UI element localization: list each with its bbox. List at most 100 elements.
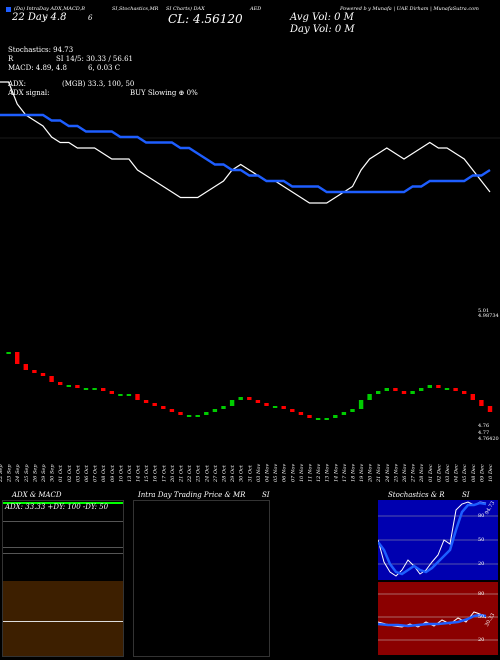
header-line-1a: (Da) IntraDay ADX,MACD,B	[14, 6, 85, 12]
candle	[49, 376, 54, 382]
candle	[75, 385, 80, 388]
date-tick-label: 24 Oct	[204, 464, 210, 483]
candle	[264, 403, 269, 406]
candle	[161, 406, 166, 409]
candle	[6, 352, 11, 354]
date-tick-label: 25 Sep	[24, 464, 30, 483]
candle	[384, 388, 389, 391]
date-tick-label: 22 Sep	[0, 464, 4, 483]
price-axis-bot-1: 4.76	[478, 423, 490, 429]
candle	[40, 373, 46, 376]
si-readout: SI 14/5: 30.33 / 56.61	[56, 55, 133, 63]
candle	[358, 400, 364, 409]
stoch-tick-20: 20	[478, 561, 485, 567]
date-tick-label: 18 Nov	[351, 464, 357, 482]
rsi-tick-50: 50	[478, 614, 485, 620]
candle	[118, 394, 123, 396]
date-tick-label: 29 Oct	[230, 464, 236, 483]
candle	[101, 388, 106, 391]
date-tick-label: 06 Nov	[282, 464, 288, 482]
rsi-panel: 80 50 20 30.33	[378, 582, 498, 655]
candle	[401, 391, 407, 394]
date-tick-label: 09 Oct	[110, 464, 116, 482]
adx-values: ADX: 33.33 +DY: 100 -DY: 50	[5, 503, 109, 511]
date-tick-label: 10 Nov	[299, 464, 305, 482]
date-tick-label: 10 Oct	[118, 464, 124, 482]
candle	[135, 394, 140, 400]
date-tick-label: 09 Dec	[479, 464, 485, 482]
date-tick-label: 07 Nov	[290, 464, 296, 482]
date-tick-label: 21 Nov	[376, 464, 382, 483]
candle	[444, 388, 450, 390]
candle	[186, 415, 192, 417]
stoch-panel-title: Stochastics & R	[388, 491, 445, 499]
candle	[324, 418, 329, 420]
date-tick-label: 28 Oct	[222, 464, 228, 483]
candle	[23, 364, 28, 370]
date-tick-label: 14 Nov	[333, 464, 339, 482]
date-tick-label: 26 Sep	[32, 464, 38, 483]
candle	[290, 409, 295, 412]
day-range-num: 6	[88, 14, 93, 22]
candle	[126, 394, 132, 396]
date-tick-label: 07 Oct	[93, 464, 99, 482]
date-tick-label: 16 Oct	[153, 464, 159, 482]
date-tick-label: 30 Oct	[239, 464, 245, 482]
stoch-tick-50: 50	[478, 537, 485, 543]
moving-average-line	[0, 113, 491, 194]
header-line-1d: AED	[250, 6, 262, 12]
date-tick-label: 22 Oct	[187, 464, 193, 483]
candle	[238, 397, 243, 400]
price-chart: 22 Sep 23 Sep 24 Sep 25 Sep 26 Sep 29 Sep 30 S…	[0, 81, 500, 483]
candle	[83, 388, 89, 390]
candle	[152, 403, 157, 406]
intra-panel-title: Intra Day Trading Price & MR	[138, 491, 246, 499]
date-tick-label: 20 Nov	[368, 464, 374, 483]
date-tick-label: 24 Sep	[15, 464, 21, 483]
candle	[315, 418, 321, 420]
candle	[333, 415, 338, 418]
candle	[195, 415, 200, 417]
stoch-tick-80: 80	[478, 513, 485, 519]
date-tick-label: 24 Nov	[385, 464, 391, 483]
date-tick-label: 27 Nov	[411, 464, 417, 483]
date-tick-label: 10 Dec	[488, 464, 494, 482]
date-tick-label: 26 Nov	[402, 464, 408, 483]
candle	[58, 382, 63, 385]
date-tick-label: 28 Nov	[419, 464, 425, 483]
day-range-label: 22 Day	[12, 12, 48, 23]
date-tick-label: 23 Sep	[7, 464, 13, 483]
adx-mid-readout: (MGB) 33.3, 100, 50	[62, 80, 135, 88]
candle	[15, 352, 20, 364]
price-line	[0, 81, 491, 204]
date-tick-label: 29 Sep	[41, 464, 47, 483]
date-tick-label: 03 Nov	[256, 464, 262, 482]
intra-panel	[133, 500, 270, 657]
candle	[470, 394, 475, 400]
candle	[479, 400, 484, 406]
date-tick-label: 21 Oct	[179, 464, 185, 483]
adx-signal-label: ADX signal:	[8, 89, 50, 97]
date-tick-label: 23 Oct	[196, 464, 202, 483]
candle	[32, 370, 37, 373]
candle	[229, 400, 235, 406]
rsi-tick-80: 80	[478, 591, 485, 597]
r-readout: R	[8, 55, 14, 63]
date-tick-label: 31 Oct	[247, 464, 253, 482]
candle	[178, 412, 183, 415]
candle	[350, 409, 355, 412]
date-tick-label: 19 Nov	[359, 464, 365, 482]
date-tick-label: 13 Nov	[325, 464, 331, 482]
candle	[272, 406, 278, 408]
date-tick-label: 01 Oct	[58, 464, 64, 482]
candle	[212, 409, 218, 412]
header-line-1f: y Munafa | UAE Dirham | MunafaSutra.com	[368, 6, 479, 12]
date-tick-label: 08 Oct	[101, 464, 107, 482]
stoch-panel: 80 50 20 94.73	[378, 500, 498, 580]
candle	[109, 391, 114, 394]
candle	[436, 385, 441, 388]
date-tick-label: 13 Oct	[127, 464, 133, 482]
candle	[419, 388, 424, 391]
date-tick-label: 30 Sep	[50, 464, 56, 482]
date-tick-label: 05 Dec	[462, 464, 468, 482]
